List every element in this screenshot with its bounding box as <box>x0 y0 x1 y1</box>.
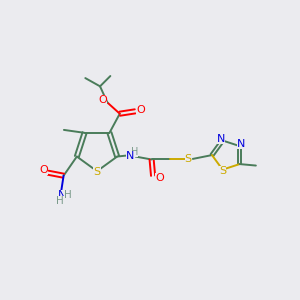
Text: O: O <box>98 95 107 106</box>
Text: S: S <box>93 167 100 177</box>
Text: H: H <box>131 146 138 157</box>
Text: N: N <box>126 151 135 161</box>
Text: N: N <box>58 190 66 200</box>
Text: N: N <box>237 139 245 149</box>
Text: O: O <box>136 105 145 115</box>
Text: N: N <box>217 134 225 144</box>
Text: H: H <box>64 190 72 200</box>
Text: O: O <box>155 173 164 183</box>
Text: S: S <box>184 154 192 164</box>
Text: S: S <box>219 167 226 176</box>
Text: O: O <box>39 165 48 175</box>
Text: H: H <box>56 196 64 206</box>
